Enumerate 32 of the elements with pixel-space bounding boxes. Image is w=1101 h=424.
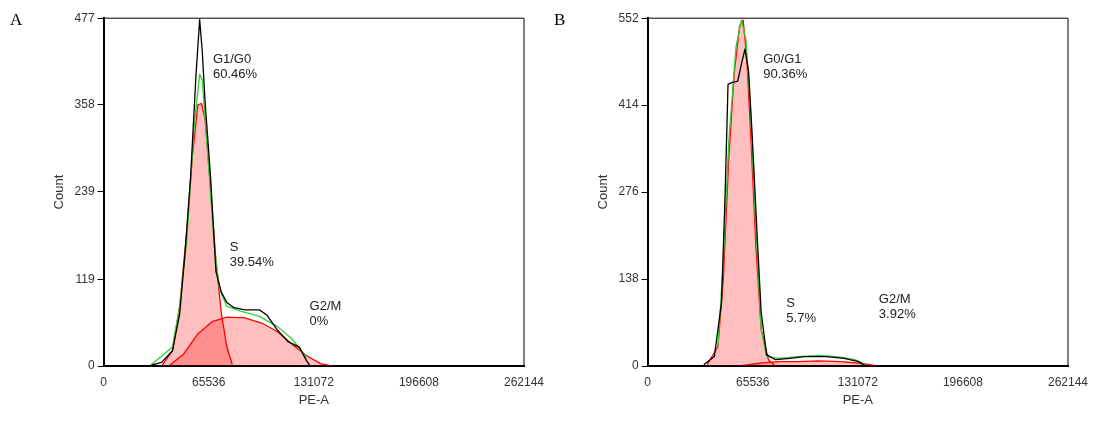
y-tick-label: 414 bbox=[618, 97, 639, 112]
y-tick-label: 552 bbox=[618, 10, 639, 25]
y-axis-title: Count bbox=[51, 174, 67, 210]
y-tick-label: 119 bbox=[75, 271, 95, 286]
y-axis-title: Count bbox=[595, 174, 611, 210]
x-tick-label: 0 bbox=[644, 374, 652, 389]
x-axis-title: PE-A bbox=[298, 391, 330, 407]
x-tick-label: 196608 bbox=[942, 374, 984, 389]
annotation: G1/G0 60.46% bbox=[212, 51, 258, 82]
chart-title: B bbox=[554, 9, 566, 29]
y-tick-label: 276 bbox=[618, 184, 639, 199]
x-tick-label: 196608 bbox=[398, 374, 440, 389]
y-tick-label: 138 bbox=[618, 271, 639, 286]
annotation: G2/M 3.92% bbox=[878, 291, 917, 322]
annotation: S 5.7% bbox=[786, 294, 817, 325]
y-tick-label: 477 bbox=[74, 10, 95, 25]
x-tick-label: 65536 bbox=[736, 374, 770, 389]
y-tick-label: 358 bbox=[74, 97, 95, 112]
x-axis-title: PE-A bbox=[842, 391, 874, 407]
annotation: G0/G1 90.36% bbox=[763, 51, 808, 82]
x-tick-label: 131072 bbox=[837, 374, 879, 389]
y-tick-label: 0 bbox=[631, 358, 639, 373]
x-tick-label: 262144 bbox=[1047, 374, 1089, 389]
y-tick-label: 239 bbox=[74, 184, 95, 199]
y-tick-label: 0 bbox=[87, 358, 95, 373]
x-tick-label: 131072 bbox=[293, 374, 335, 389]
x-tick-label: 0 bbox=[100, 374, 108, 389]
x-tick-label: 65536 bbox=[192, 374, 226, 389]
x-tick-label: 262144 bbox=[503, 374, 545, 389]
chart-title: A bbox=[10, 9, 23, 29]
annotation: G2/M 0% bbox=[309, 298, 342, 328]
annotation: S 39.54% bbox=[229, 238, 275, 269]
